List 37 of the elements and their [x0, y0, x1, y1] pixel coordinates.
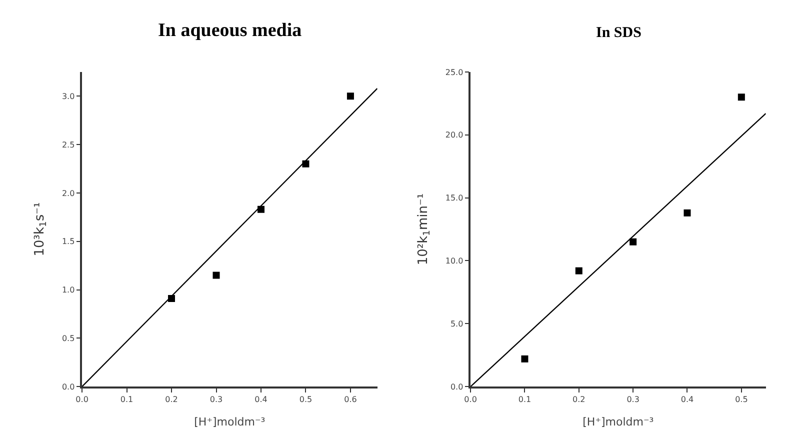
- x-tick-label: 0.1: [518, 394, 532, 404]
- y-tick-label: 0.0: [62, 382, 75, 392]
- point: [346, 92, 354, 100]
- x-tick-label: 0.5: [735, 394, 748, 404]
- x-axis-title: [H⁺]moldm⁻³: [582, 416, 654, 429]
- chart-title: In SDS: [596, 25, 642, 41]
- x-tick-label: 0.0: [464, 394, 477, 404]
- y-tick-label: 15.0: [445, 194, 464, 203]
- x-tick-label: 0.4: [680, 394, 694, 404]
- y-tick-label: 20.0: [445, 130, 464, 140]
- y-tick-label: 0.0: [450, 382, 464, 392]
- y-tick-label: 10.0: [445, 256, 464, 266]
- y-tick-label: 0.5: [62, 334, 75, 343]
- x-tick-label: 0.2: [165, 394, 178, 404]
- x-tick-label: 0.1: [120, 394, 134, 404]
- chart-title: In aqueous media: [158, 20, 302, 41]
- point: [684, 209, 691, 216]
- x-tick-label: 0.4: [254, 394, 268, 404]
- y-tick-label: 3.0: [62, 92, 75, 101]
- x-tick-label: 0.5: [299, 394, 312, 404]
- x-tick-label: 0.2: [572, 394, 586, 404]
- x-tick-label: 0.6: [344, 394, 357, 404]
- x-tick-label: 0.3: [210, 394, 223, 404]
- point: [738, 94, 745, 101]
- y-tick-label: 5.0: [450, 319, 464, 328]
- x-axis-title: [H⁺]moldm⁻³: [194, 416, 266, 429]
- x-tick-label: 0.0: [76, 394, 88, 404]
- point: [575, 267, 582, 274]
- x-tick-label: 0.3: [626, 394, 640, 404]
- y-tick-label: 1.0: [62, 286, 75, 295]
- y-tick-label: 25.0: [445, 68, 464, 77]
- point: [521, 355, 528, 362]
- point: [630, 238, 637, 246]
- point: [212, 272, 220, 279]
- y-tick-label: 2.0: [62, 188, 75, 198]
- y-tick-label: 2.5: [62, 140, 75, 150]
- y-tick-label: 1.5: [62, 237, 75, 246]
